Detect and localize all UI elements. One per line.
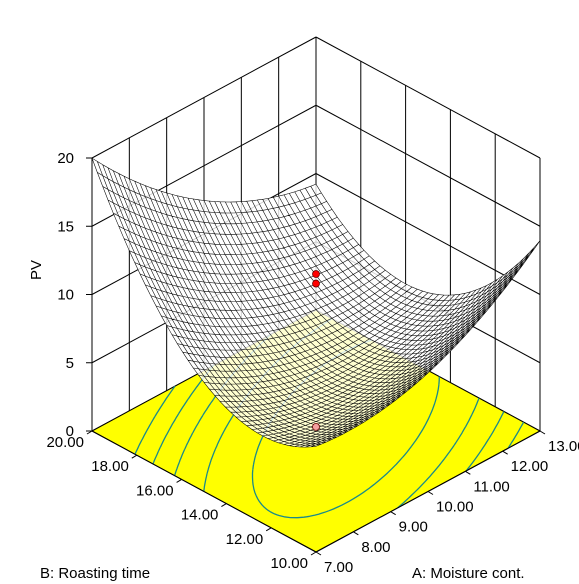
a-tick-mark [427,491,434,495]
z-tick-label: 10 [57,287,74,304]
design-point [312,279,320,288]
a-tick-label: 9.00 [399,519,428,536]
a-axis-title: A: Moisture cont. [412,565,525,582]
response-surface-mesh [91,157,541,448]
b-axis-ticks: 10.00 12.00 14.00 16.00 18.00 20.00 [46,430,317,572]
b-axis-title: B: Roasting time [40,565,150,582]
b-tick-mark [86,430,93,435]
z-axis-ticks: 0 5 10 15 20 [57,150,92,440]
right-wall-gridline [315,36,541,159]
a-tick-mark [353,531,359,536]
b-tick-mark [131,454,138,459]
b-tick-label: 20.00 [46,434,84,451]
surface-mesh-path [91,157,541,448]
a-tick-label: 7.00 [324,559,353,576]
design-point [312,423,320,431]
design-point [312,270,320,278]
b-tick-label: 10.00 [270,555,308,572]
a-tick-label: 10.00 [436,499,474,516]
a-tick-label: 12.00 [511,458,549,475]
b-tick-mark [176,478,182,483]
floor-front-left-edge [91,430,317,553]
right-wall-gridline [315,104,541,227]
b-tick-mark [221,503,227,508]
z-tick-label: 20 [57,150,74,167]
a-tick-label: 8.00 [361,539,390,556]
b-tick-label: 14.00 [181,507,219,524]
left-wall-gridline [91,36,317,159]
design-points [312,270,320,431]
b-tick-label: 18.00 [91,458,129,475]
b-tick-mark [310,551,317,556]
z-tick-label: 0 [66,423,74,440]
a-tick-mark [502,450,508,455]
a-tick-label: 13.00 [548,438,579,455]
a-tick-label: 11.00 [473,478,509,495]
a-tick-mark [390,511,396,516]
right-wall-gridline [315,173,541,295]
z-axis-title: PV [28,260,45,280]
b-tick-label: 16.00 [136,482,174,499]
contour-line [134,385,176,455]
z-tick-label: 5 [66,355,74,372]
z-tick-label: 15 [57,218,74,235]
b-tick-mark [265,527,272,532]
a-tick-mark [465,470,471,475]
b-tick-label: 12.00 [226,531,264,548]
a-tick-mark [315,551,322,556]
a-tick-mark [539,430,546,435]
